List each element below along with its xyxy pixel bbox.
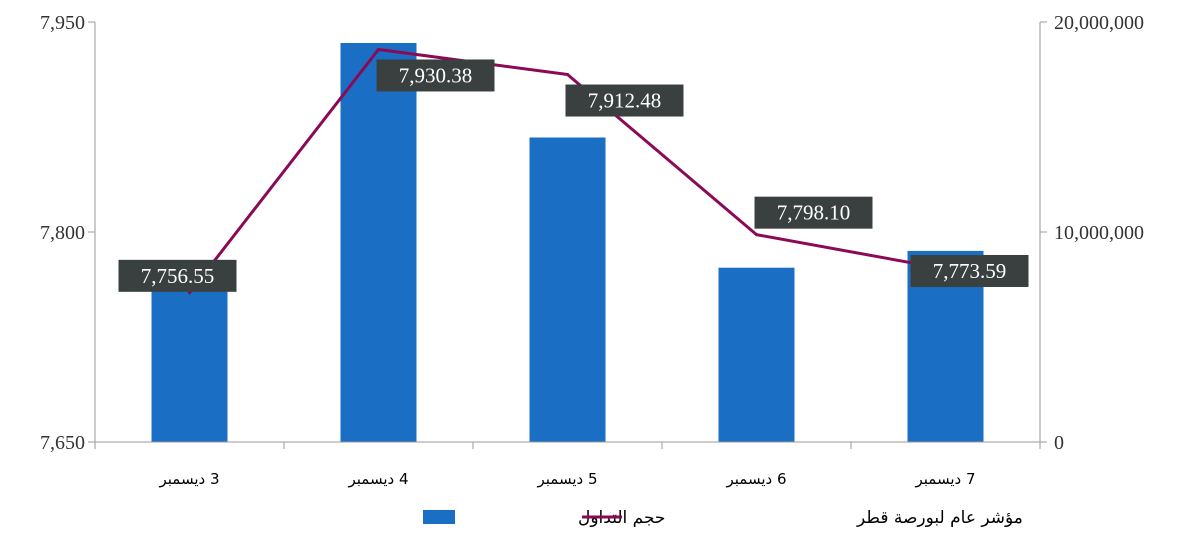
data-label-box — [565, 84, 684, 117]
ticks-group: 7,650 7,800 7,950 0 10,000,000 20,000,000 3 دي… — [40, 12, 1144, 488]
left-tick-label: 7,950 — [40, 12, 85, 34]
line-point — [377, 47, 380, 51]
legend-swatch-bar — [423, 510, 455, 524]
data-label: 7,756.55 — [118, 259, 237, 292]
left-tick-label: 7,650 — [40, 432, 85, 454]
data-label: 7,773.59 — [910, 254, 1029, 287]
line-point — [188, 291, 191, 295]
data-label-box — [754, 196, 873, 229]
bar-3 — [529, 137, 606, 442]
x-tick-label: 4 ديسمبر — [347, 470, 408, 488]
data-label-text: 7,798.10 — [777, 201, 851, 225]
right-tick-label: 10,000,000 — [1054, 222, 1144, 244]
data-label: 7,912.48 — [565, 84, 684, 117]
data-label-text: 7,912.48 — [588, 89, 662, 113]
x-tick-label: 6 ديسمبر — [725, 470, 786, 488]
data-labels-group: 7,756.55 7,930.38 7,912.48 7,798.10 7,773.59 — [118, 59, 1029, 292]
right-tick-label: 20,000,000 — [1054, 12, 1144, 34]
data-label: 7,930.38 — [376, 59, 495, 92]
bar-4 — [718, 267, 795, 442]
x-tick-label: 7 ديسمبر — [914, 470, 975, 488]
bar-1 — [151, 286, 228, 442]
data-label-text: 7,756.55 — [141, 264, 215, 288]
bar-2 — [340, 43, 417, 442]
x-tick-label: 3 ديسمبر — [158, 470, 219, 488]
left-tick-label: 7,800 — [40, 222, 85, 244]
data-label-box — [118, 259, 237, 292]
legend-label-line: مؤشر عام لبورصة قطر — [856, 508, 1023, 528]
data-label-text: 7,930.38 — [399, 63, 473, 87]
line-point — [566, 73, 569, 77]
legend: حجم التداولمؤشر عام لبورصة قطر — [423, 508, 1023, 528]
data-label: 7,798.10 — [754, 196, 873, 229]
x-tick-label: 5 ديسمبر — [536, 470, 597, 488]
bars-group — [151, 43, 984, 442]
axes-group — [88, 21, 1047, 449]
line-point — [755, 233, 758, 237]
data-label-box — [376, 59, 495, 92]
data-label-text: 7,773.59 — [933, 259, 1007, 283]
data-label-box — [910, 254, 1029, 287]
right-tick-label: 0 — [1054, 432, 1064, 454]
